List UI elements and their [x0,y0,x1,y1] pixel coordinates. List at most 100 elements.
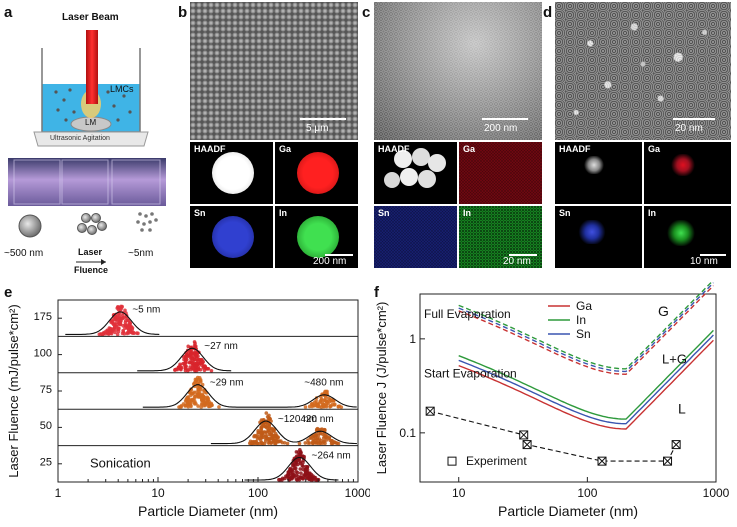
chart-e-scatter-point [318,441,322,445]
panel-c-map-sn-label: Sn [378,208,390,218]
chart-e-scatter-point [206,396,210,400]
chart-e-fit-curve [142,384,357,408]
chart-e-scatter-point [329,439,334,444]
chart-e-scatter-point [316,427,321,432]
chart-e-scatter-point [202,368,207,373]
chart-e-sonication-label: Sonication [90,455,151,470]
chart-f-experiment-cross [597,456,607,466]
chart-e-scatter-point [325,389,329,394]
chart-e-xtick-label: 10 [151,486,165,500]
chart-e-scatter-point [194,361,199,366]
panel-letter-c: c [362,4,371,21]
chart-e-scatter-point [197,391,202,396]
chart-e-scatter-point [179,366,183,370]
small-particles [136,212,158,232]
chart-e-scatter-point [278,477,282,482]
chart-e-scatter-point [311,477,315,482]
panel-b-map-in-label: In [279,208,287,218]
panel-d-sem-scale-bar [673,118,715,120]
panel-d-sem-scale-label: 20 nm [675,123,703,134]
chart-e-scatter-point [113,317,117,322]
panel-b-map-haadf-label: HAADF [194,144,226,154]
panel-c-map-ga: Ga [459,142,542,204]
chart-e-scatter-point [186,395,191,399]
chart-e-scatter-point [130,326,135,330]
chart-e-scatter-point [116,326,121,331]
chart-e-ytick-label: 25 [40,457,52,469]
chart-e-scatter-point [119,307,123,311]
chart-e-scatter-point [286,473,290,478]
vials-photo [8,158,166,206]
chart-e-scatter-point [300,463,304,468]
chart-e-scatter-point [267,432,272,437]
chart-e-scatter-point [276,435,280,440]
size-large-label: ~500 nm [4,248,44,259]
chart-e-scatter-point [285,441,290,446]
chart-f-full-curve [458,282,714,373]
chart-e-scatter-point [196,404,200,408]
chart-e-scatter-point [276,439,281,444]
chart-e-scatter-point [319,405,324,409]
chart-f-full-curve [458,282,713,370]
chart-f-region-lg-label: L+G [662,351,687,366]
chart-e-scatter-point [289,468,293,473]
chart-e-scatter-point [293,466,297,471]
panel-letter-a: a [4,4,13,21]
chart-e-scatter-point [202,388,206,393]
panel-c-map-scale-bar [509,254,537,256]
chart-e-scatter-point [195,351,200,356]
chart-e-scatter-point [207,399,211,404]
chart-f-xtick-label: 100 [577,486,597,500]
chart-e-scatter-point [189,391,194,396]
chart-e-scatter-point [217,405,221,409]
chart-e-scatter-point [187,360,192,365]
panel-d-map-scale-bar [700,254,726,256]
chart-e-scatter-point [199,360,203,365]
lmcs-label: LMCs [110,84,134,94]
panel-c-map-haadf: HAADF [374,142,457,204]
chart-e-xtick-label: 1000 [345,486,370,500]
chart-e-scatter-point [197,357,201,362]
chart-e-scatter-point [324,401,329,406]
chart-e-scatter-point [271,427,275,432]
chart-f-ytick-label: 1 [409,332,416,346]
chart-e-scatter-point [302,473,307,478]
chart-e-scatter-point [273,433,277,438]
chart-f-start-evap-label: Start Evaporation [424,366,517,380]
chart-e-scatter-point [299,471,303,475]
chart-f-xlabel: Particle Diameter (nm) [498,503,638,519]
chart-e-scatter-point [191,382,196,386]
chart-f-legend-label: In [576,313,586,327]
ultrasonic-base [33,131,149,147]
chart-e-scatter-point [303,405,308,409]
panel-b-map-ga: Ga [275,142,358,204]
chart-e-scatter-point [265,423,270,428]
panel-b-map-scale-label: 200 nm [313,256,347,267]
chart-e-scatter-point [316,404,320,408]
chart-e-scatter-point [109,320,113,324]
chart-e-peak-label: ~480 nm [304,378,343,389]
chart-e-scatter-point [323,428,327,432]
chart-e-fit-curve [65,311,160,335]
chart-e-scatter-point [125,331,130,336]
chart-e-scatter-point [280,440,285,445]
panel-c-map-scale-label: 20 nm [503,256,531,267]
panel-c-map-in: In 20 nm [459,206,542,268]
chart-e-scatter-point [294,450,299,454]
chart-e-scatter-point [296,474,300,479]
chart-f-experiment-cross [522,440,532,449]
chart-e-scatter-point [314,478,318,482]
panel-b-map-ga-label: Ga [279,144,292,154]
chart-e-scatter-point [191,397,195,402]
panel-d-map-in-label: In [648,208,656,218]
panel-d-map-ga-label: Ga [648,144,661,154]
chart-e-scatter-point [184,356,188,361]
chart-e-scatter-point [310,401,314,406]
chart-f-start-curve [458,334,714,425]
large-particle [18,214,42,238]
chart-e-scatter-point [323,395,328,400]
chart-e-scatter-point [272,439,277,443]
chart-e-scatter-point [186,368,190,373]
chart-e-scatter-point [193,345,198,349]
